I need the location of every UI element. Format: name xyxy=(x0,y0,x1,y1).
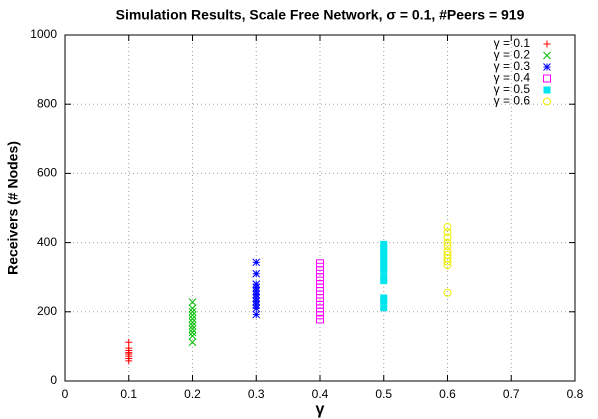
y-tick-label: 800 xyxy=(37,96,57,110)
legend-label: γ = 0.4 xyxy=(494,71,531,85)
legend-label: γ = 0.1 xyxy=(494,36,531,50)
point xyxy=(252,304,261,313)
y-tick-label: 600 xyxy=(37,166,57,180)
point xyxy=(188,311,197,320)
point xyxy=(380,251,388,259)
point xyxy=(188,321,197,330)
chart-title: Simulation Results, Scale Free Network, … xyxy=(116,7,525,23)
point xyxy=(380,297,388,305)
point xyxy=(443,288,452,297)
legend-marker xyxy=(543,40,551,48)
point xyxy=(316,311,324,320)
point xyxy=(188,307,197,316)
x-tick-label: 0.2 xyxy=(184,387,201,401)
x-tick-label: 0.8 xyxy=(567,387,584,401)
x-tick-label: 0.7 xyxy=(503,387,520,401)
point xyxy=(252,269,261,278)
point xyxy=(380,266,388,274)
point xyxy=(380,304,388,312)
x-tick-label: 0.4 xyxy=(312,387,329,401)
y-tick-label: 1000 xyxy=(30,27,57,41)
x-axis-label: γ xyxy=(316,401,325,418)
legend-marker xyxy=(543,97,551,106)
point xyxy=(443,238,452,247)
x-tick-label: 0.3 xyxy=(248,387,265,401)
point xyxy=(443,261,452,270)
point xyxy=(125,357,133,365)
y-tick-label: 400 xyxy=(37,235,57,249)
point xyxy=(188,338,197,347)
x-tick-label: 0.5 xyxy=(375,387,392,401)
x-tick-label: 0.1 xyxy=(120,387,137,401)
point xyxy=(380,277,388,285)
point xyxy=(188,332,197,340)
x-tick-label: 0 xyxy=(62,387,69,401)
point xyxy=(252,310,261,319)
point xyxy=(443,233,452,242)
legend-marker xyxy=(543,63,551,71)
point xyxy=(316,315,324,324)
y-tick-label: 200 xyxy=(37,304,57,318)
y-tick-label: 0 xyxy=(50,373,57,387)
point xyxy=(125,338,133,346)
legend-marker xyxy=(543,74,551,83)
point xyxy=(443,228,452,237)
y-axis-label: Receivers (# Nodes) xyxy=(5,141,21,275)
point xyxy=(443,242,452,251)
legend-label: γ = 0.2 xyxy=(494,48,531,62)
point xyxy=(443,223,452,232)
legend-label: γ = 0.3 xyxy=(494,59,531,73)
point xyxy=(188,318,197,327)
x-tick-label: 0.6 xyxy=(439,387,456,401)
point xyxy=(188,314,197,323)
point xyxy=(188,328,197,337)
point xyxy=(252,258,261,267)
point xyxy=(188,304,197,313)
point xyxy=(188,298,197,306)
legend-label: γ = 0.6 xyxy=(494,94,531,108)
legend-label: γ = 0.5 xyxy=(494,82,531,96)
point xyxy=(443,257,452,266)
plot-frame xyxy=(64,34,576,382)
legend-marker xyxy=(543,51,551,60)
point xyxy=(188,325,197,333)
legend-marker xyxy=(543,86,551,94)
